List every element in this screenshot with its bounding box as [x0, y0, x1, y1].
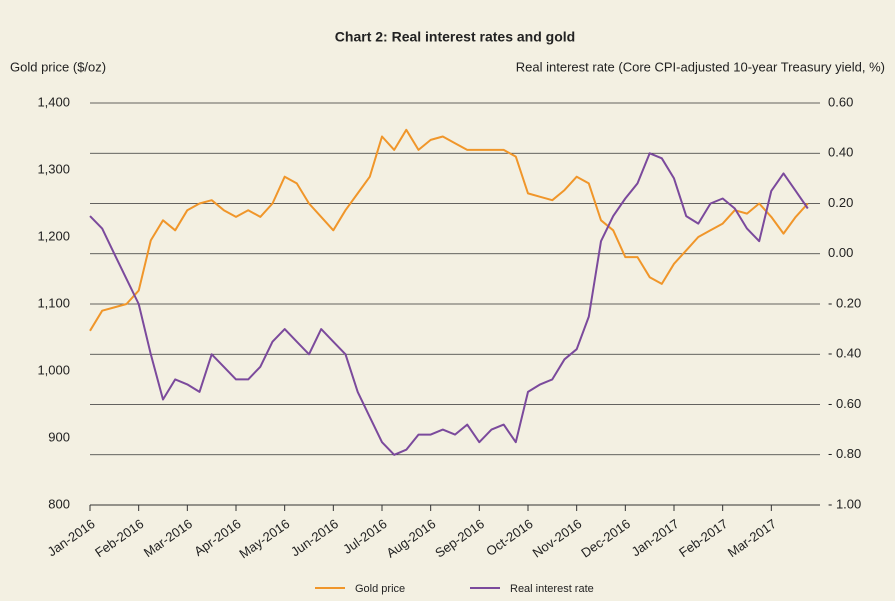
x-tick-label: Dec-2016 — [578, 516, 633, 561]
x-tick-label: Mar-2016 — [141, 516, 195, 560]
legend-label: Real interest rate — [510, 583, 594, 595]
chart-title: Chart 2: Real interest rates and gold — [335, 29, 575, 45]
y2-tick-label: 0.60 — [828, 94, 853, 109]
y-tick-label: 1,400 — [37, 94, 70, 109]
x-tick-label: Jan-2016 — [45, 516, 98, 559]
y2-tick-label: 0.20 — [828, 195, 853, 210]
y-tick-label: 1,300 — [37, 161, 70, 176]
y-axis-label: Gold price ($/oz) — [10, 59, 106, 74]
x-tick-label: Jul-2016 — [340, 516, 389, 557]
y-tick-label: 1,000 — [37, 362, 70, 377]
y-tick-label: 800 — [48, 496, 70, 511]
y-tick-label: 1,100 — [37, 295, 70, 310]
x-tick-label: Oct-2016 — [483, 516, 535, 559]
y2-axis-label: Real interest rate (Core CPI-adjusted 10… — [516, 59, 885, 74]
series-line — [89, 128, 809, 332]
y2-tick-label: 0.40 — [828, 145, 853, 160]
x-tick-label: Apr-2016 — [191, 516, 243, 559]
x-tick-label: Nov-2016 — [530, 516, 585, 561]
y2-tick-label: - 0.80 — [828, 446, 861, 461]
x-tick-label: Aug-2016 — [384, 516, 439, 561]
x-tick-label: Feb-2016 — [92, 516, 146, 560]
x-tick-label: Jun-2016 — [288, 516, 341, 559]
y2-tick-label: 0.00 — [828, 245, 853, 260]
x-tick-label: May-2016 — [236, 516, 292, 561]
y-tick-label: 1,200 — [37, 228, 70, 243]
x-tick-label: Mar-2017 — [725, 516, 779, 560]
series-line — [89, 152, 809, 456]
y2-tick-label: - 0.40 — [828, 346, 861, 361]
y2-tick-label: - 0.20 — [828, 295, 861, 310]
x-tick-label: Sep-2016 — [432, 516, 487, 561]
x-tick-label: Feb-2017 — [676, 516, 730, 560]
legend-label: Gold price — [355, 583, 405, 595]
x-tick-label: Jan-2017 — [629, 516, 682, 559]
y-tick-label: 900 — [48, 429, 70, 444]
y2-tick-label: - 0.60 — [828, 396, 861, 411]
y2-tick-label: - 1.00 — [828, 496, 861, 511]
